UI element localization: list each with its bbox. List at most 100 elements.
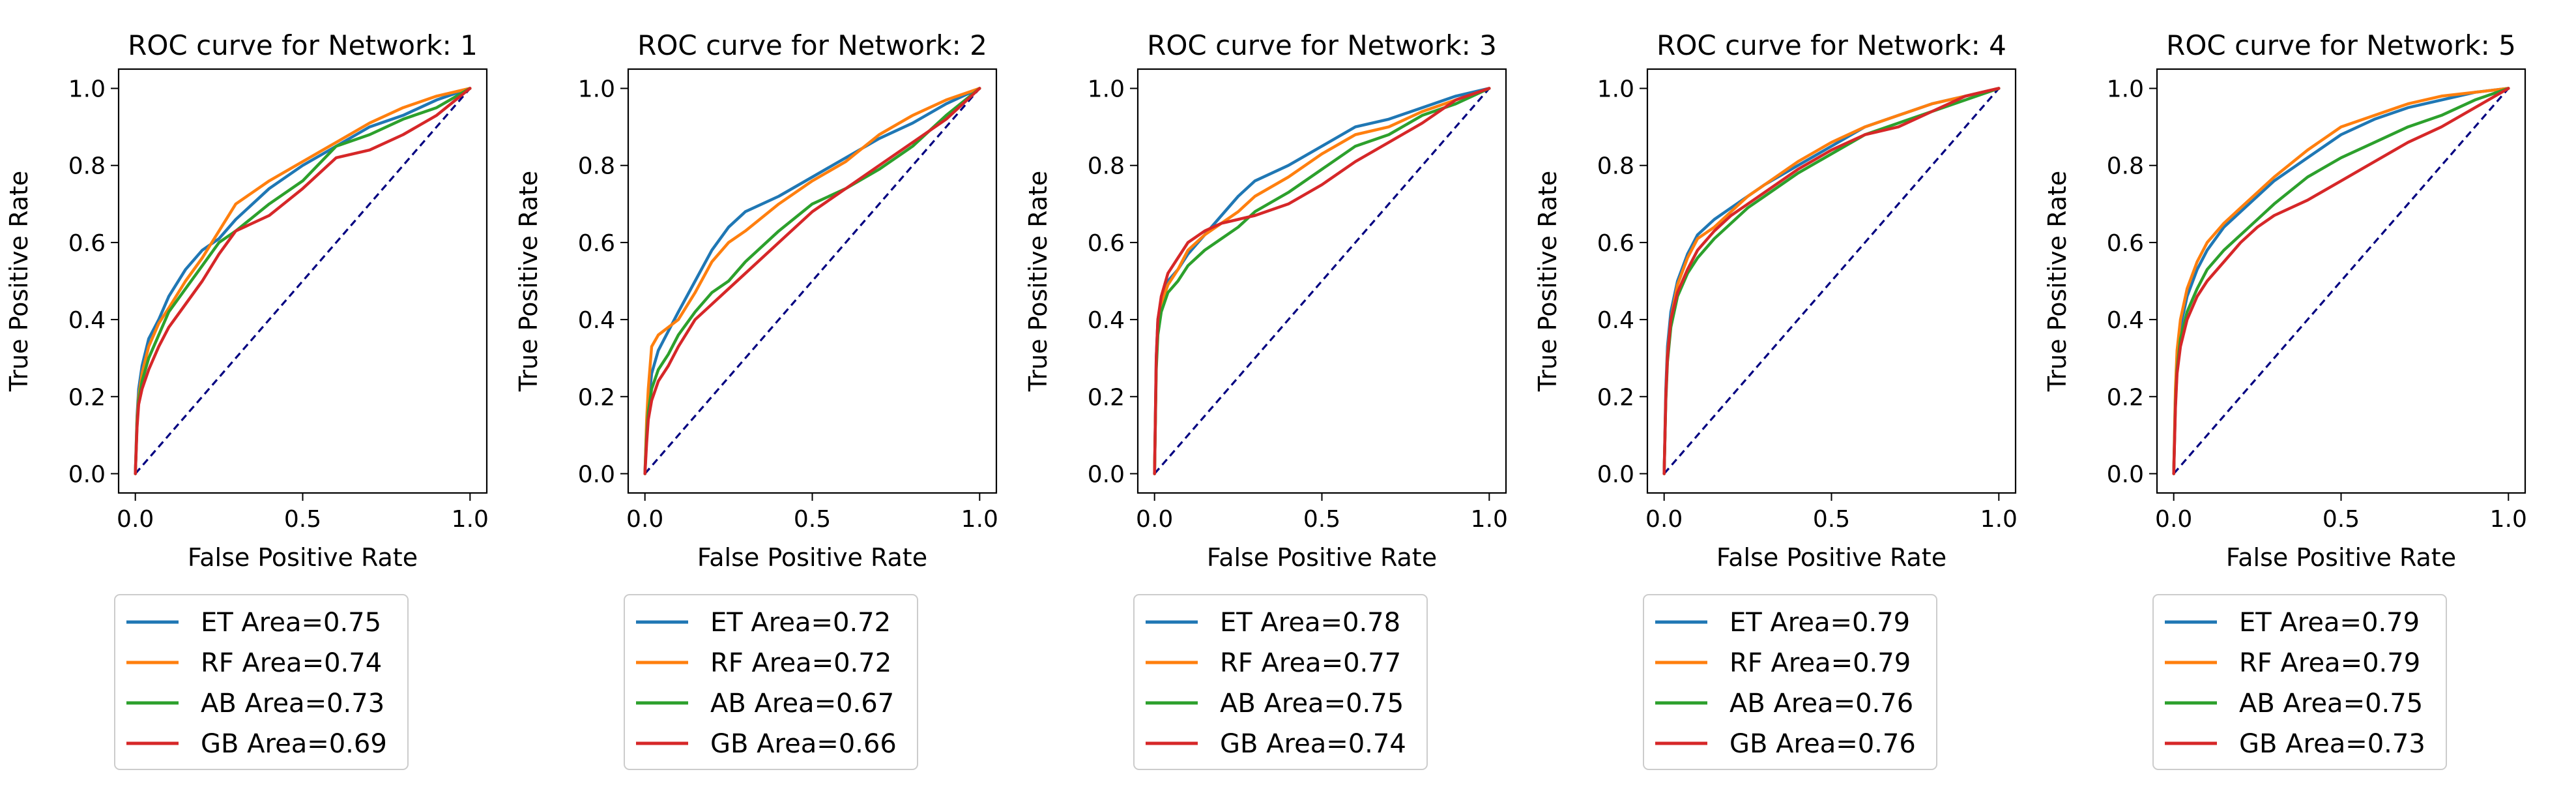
legend-label: GB Area=0.74 [1220, 729, 1406, 759]
legend: ET Area=0.72 RF Area=0.72 AB Area=0.67 GB A… [624, 594, 918, 770]
x-tick-label: 0.0 [626, 506, 663, 533]
x-axis-label: False Positive Rate [188, 543, 418, 572]
y-tick-label: 0.0 [2107, 461, 2144, 488]
roc-panel-3: ROC curve for Network: 3 0.0 0.5 1.0 0.0 0.2 0… [1024, 29, 1508, 770]
x-tick-label: 0.5 [1303, 506, 1340, 533]
y-axis-label: True Positive Rate [5, 171, 33, 393]
series-line-gb [1662, 87, 2001, 475]
legend-box [624, 594, 918, 770]
y-tick-label: 0.6 [2107, 230, 2144, 257]
legend-label: AB Area=0.73 [201, 689, 384, 719]
x-axis-label: False Positive Rate [1716, 543, 1946, 572]
legend-label: ET Area=0.72 [710, 608, 891, 638]
y-tick-label: 0.8 [1088, 153, 1125, 180]
legend: ET Area=0.79 RF Area=0.79 AB Area=0.76 GB A… [1643, 594, 1937, 770]
series-line-rf [2172, 87, 2510, 475]
series-line-rf [134, 87, 472, 475]
chance-diagonal-line [644, 87, 981, 475]
chance-diagonal-line [134, 87, 471, 475]
series-line-gb [1153, 87, 1491, 475]
chart-panels: ROC curve for Network: 1 0.0 0.5 1.0 0.0 0.2 0… [5, 29, 2527, 770]
chance-diagonal-line [1663, 87, 2000, 475]
y-axis-label: True Positive Rate [514, 171, 543, 393]
y-tick-label: 0.8 [68, 153, 106, 180]
y-tick-label: 1.0 [68, 76, 106, 103]
y-tick-label: 0.6 [68, 230, 106, 257]
roc-panel-2: ROC curve for Network: 2 0.0 0.5 1.0 0.0 0.2 0… [514, 29, 998, 770]
y-tick-label: 0.6 [578, 230, 615, 257]
y-tick-label: 0.4 [1597, 307, 1634, 334]
legend: ET Area=0.78 RF Area=0.77 AB Area=0.75 GB A… [1133, 594, 1428, 770]
legend-box [2152, 594, 2447, 770]
y-tick-label: 0.0 [578, 461, 615, 488]
x-tick-label: 1.0 [452, 506, 489, 533]
x-tick-label: 1.0 [1471, 506, 1508, 533]
x-tick-label: 1.0 [1980, 506, 2018, 533]
legend-label: RF Area=0.74 [201, 648, 382, 678]
legend-label: GB Area=0.69 [201, 729, 387, 759]
legend-label: GB Area=0.66 [710, 729, 897, 759]
chart-title: ROC curve for Network: 4 [1657, 29, 2006, 61]
y-axis-label: True Positive Rate [1533, 171, 1562, 393]
y-tick-label: 1.0 [1597, 76, 1634, 103]
x-tick-label: 0.0 [1136, 506, 1173, 533]
legend-box [1643, 594, 1937, 770]
y-tick-label: 1.0 [1088, 76, 1125, 103]
x-axis-label: False Positive Rate [2226, 543, 2456, 572]
y-tick-label: 1.0 [578, 76, 615, 103]
legend: ET Area=0.75 RF Area=0.74 AB Area=0.73 GB A… [114, 594, 409, 770]
x-tick-label: 0.5 [794, 506, 831, 533]
y-tick-label: 0.8 [2107, 153, 2144, 180]
y-tick-label: 0.0 [1597, 461, 1634, 488]
series-line-gb [643, 87, 981, 475]
y-tick-label: 0.2 [68, 384, 106, 411]
roc-panel-5: ROC curve for Network: 5 0.0 0.5 1.0 0.0 0.2 0… [2043, 29, 2527, 770]
x-tick-label: 1.0 [2490, 506, 2527, 533]
chart-title: ROC curve for Network: 1 [128, 29, 478, 61]
series-line-ab [1153, 87, 1491, 475]
series-line-et [643, 87, 981, 475]
legend-label: AB Area=0.67 [710, 689, 894, 719]
y-tick-label: 0.0 [1088, 461, 1125, 488]
y-tick-label: 0.6 [1088, 230, 1125, 257]
y-axis-label: True Positive Rate [2043, 171, 2072, 393]
legend-label: AB Area=0.75 [1220, 689, 1404, 719]
series-line-gb [134, 87, 472, 475]
legend-label: RF Area=0.77 [1220, 648, 1401, 678]
y-tick-label: 0.8 [578, 153, 615, 180]
roc-panel-4: ROC curve for Network: 4 0.0 0.5 1.0 0.0 0.2 0… [1533, 29, 2018, 770]
x-axis-label: False Positive Rate [697, 543, 927, 572]
y-tick-label: 1.0 [2107, 76, 2144, 103]
legend-label: AB Area=0.76 [1729, 689, 1913, 719]
x-tick-label: 0.0 [2155, 506, 2192, 533]
chart-title: ROC curve for Network: 5 [2166, 29, 2516, 61]
legend-label: GB Area=0.73 [2239, 729, 2425, 759]
legend-label: ET Area=0.78 [1220, 608, 1400, 638]
legend: ET Area=0.79 RF Area=0.79 AB Area=0.75 GB A… [2152, 594, 2447, 770]
legend-label: ET Area=0.79 [1729, 608, 1910, 638]
x-tick-label: 0.5 [2323, 506, 2360, 533]
y-tick-label: 0.2 [2107, 384, 2144, 411]
y-tick-label: 0.4 [578, 307, 615, 334]
y-tick-label: 0.8 [1597, 153, 1634, 180]
legend-label: ET Area=0.75 [201, 608, 381, 638]
legend-label: RF Area=0.72 [710, 648, 891, 678]
x-tick-label: 0.5 [1813, 506, 1850, 533]
x-tick-label: 1.0 [961, 506, 998, 533]
y-tick-label: 0.6 [1597, 230, 1634, 257]
chart-title: ROC curve for Network: 3 [1147, 29, 1497, 61]
legend-box [114, 594, 409, 770]
x-tick-label: 0.0 [1645, 506, 1683, 533]
y-tick-label: 0.4 [68, 307, 106, 334]
series-line-ab [643, 87, 981, 475]
legend-label: ET Area=0.79 [2239, 608, 2420, 638]
series-line-gb [2172, 87, 2510, 475]
chance-diagonal-line [2173, 87, 2510, 475]
x-tick-label: 0.0 [117, 506, 154, 533]
legend-label: AB Area=0.75 [2239, 689, 2423, 719]
legend-label: RF Area=0.79 [1729, 648, 1911, 678]
y-axis-label: True Positive Rate [1024, 171, 1052, 393]
legend-label: GB Area=0.76 [1729, 729, 1916, 759]
x-tick-label: 0.5 [284, 506, 321, 533]
series-line-rf [643, 87, 981, 475]
